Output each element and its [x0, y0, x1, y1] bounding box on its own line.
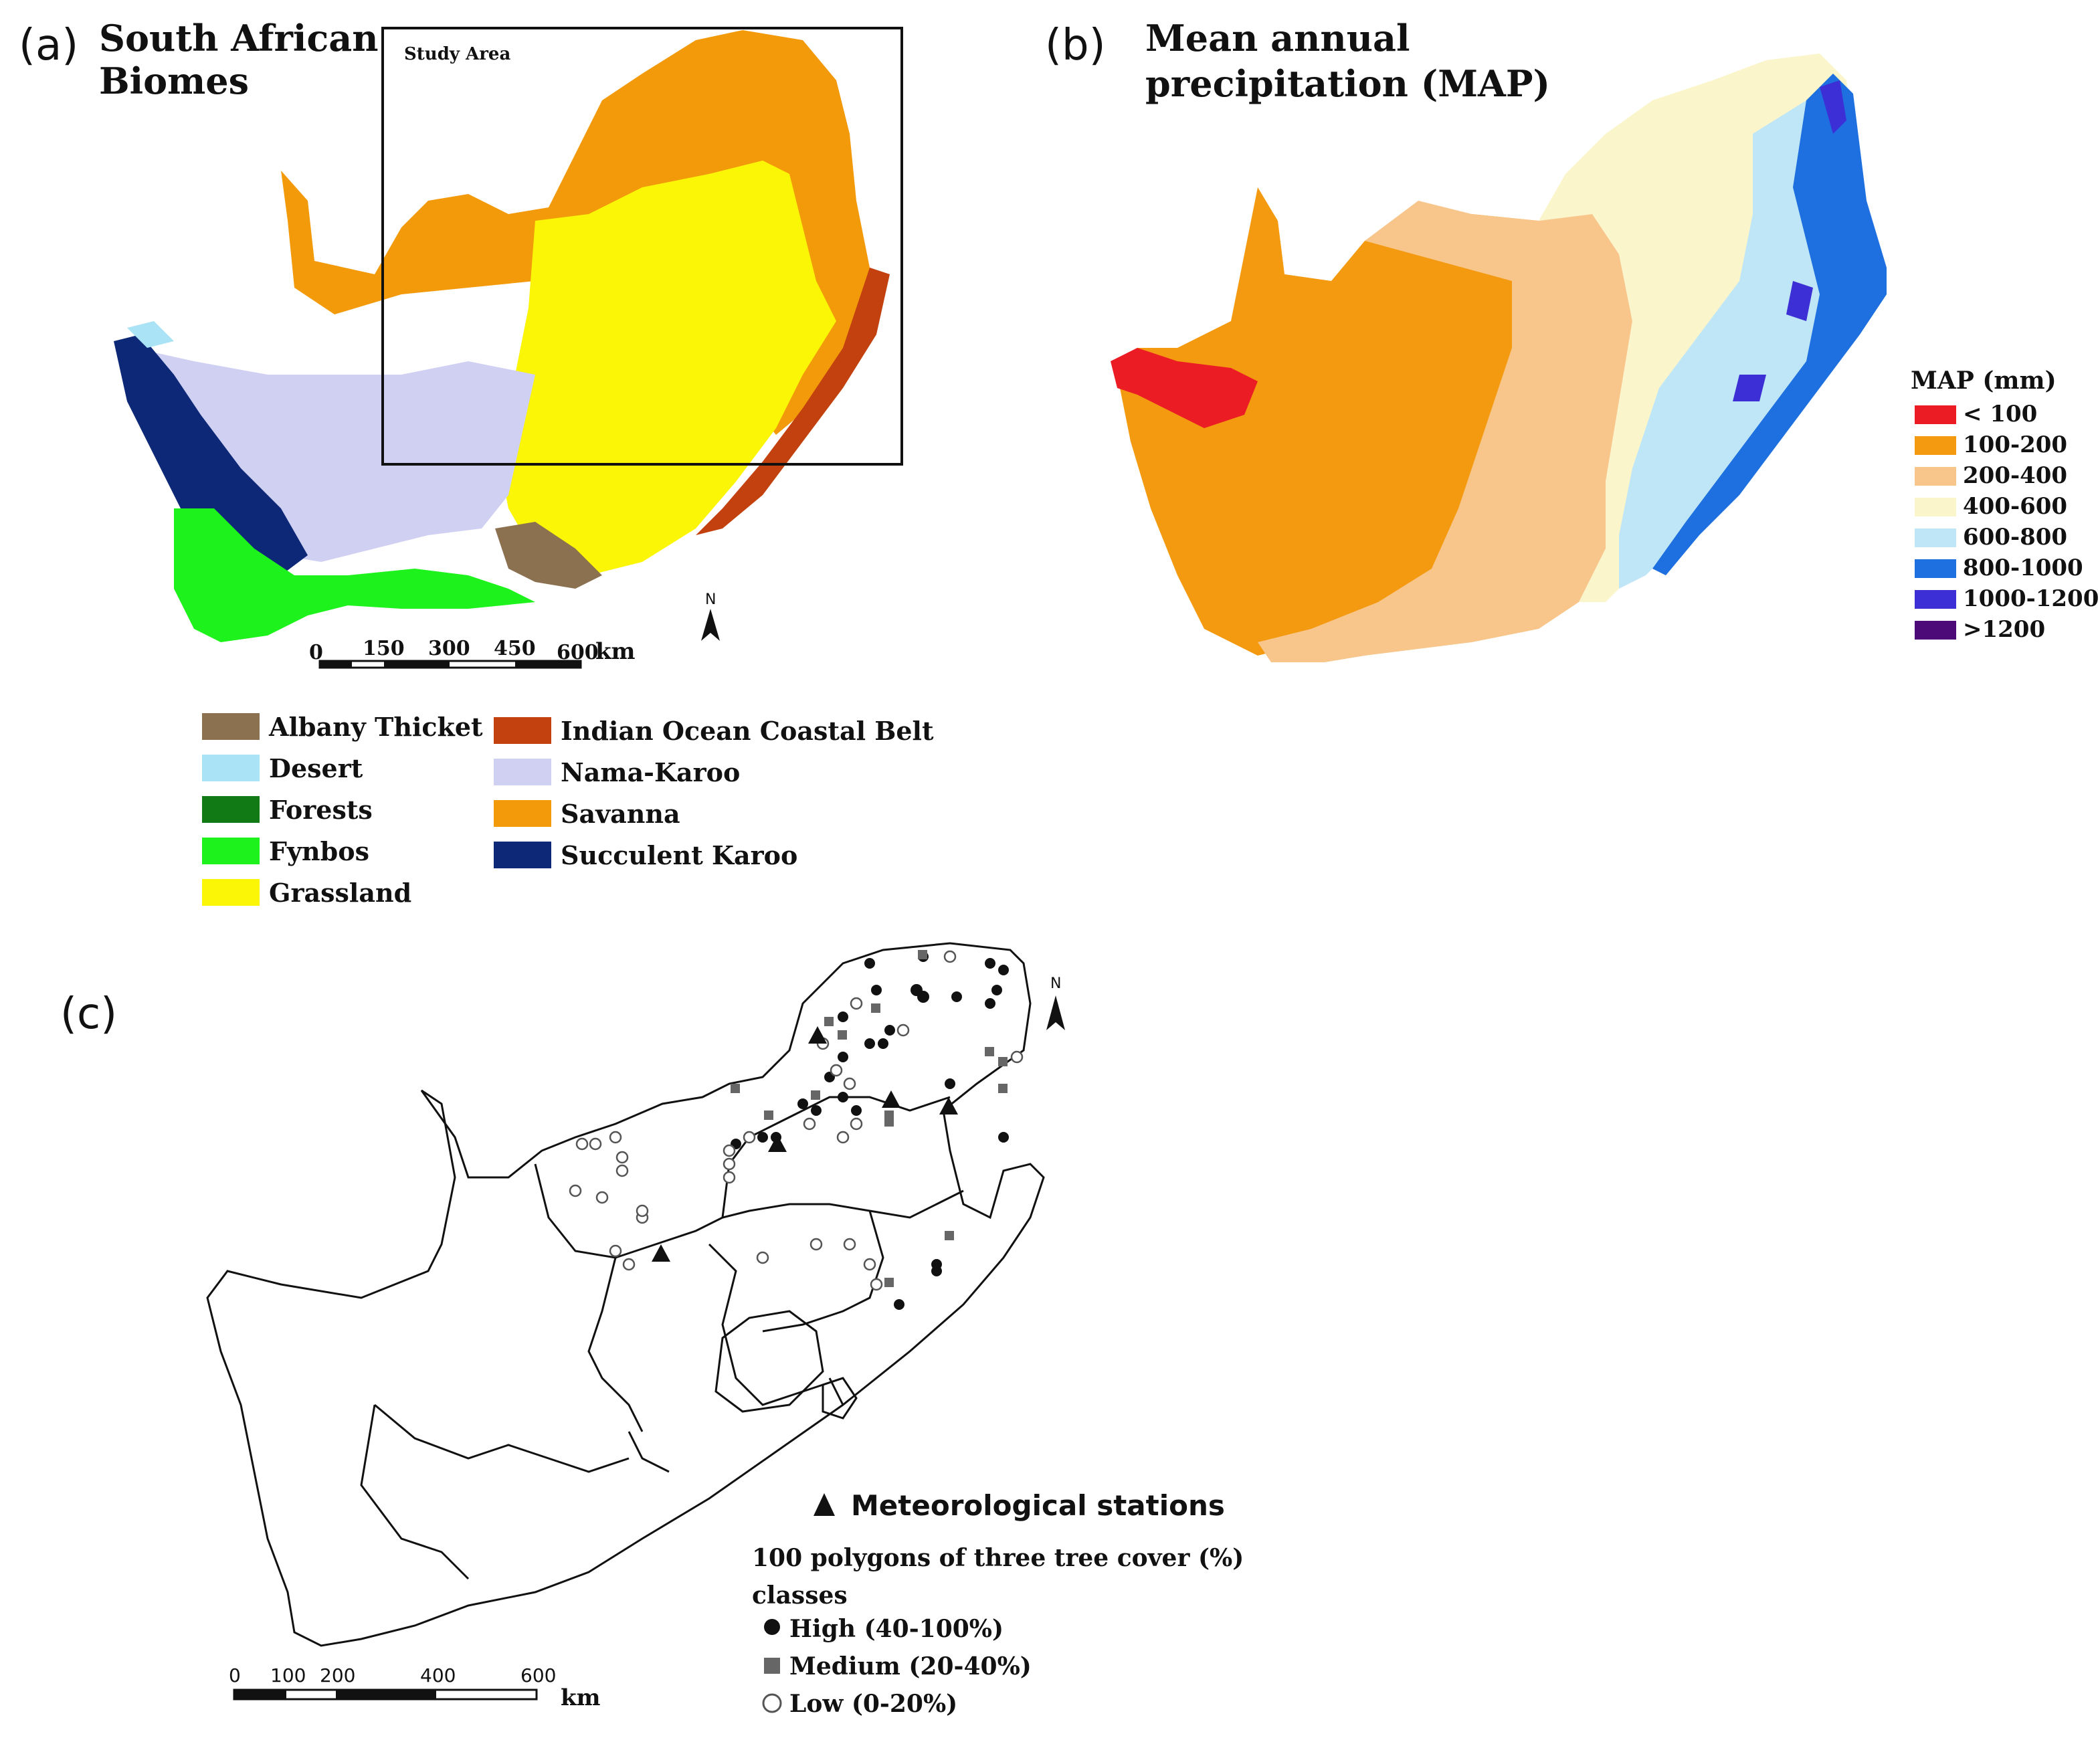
high-tree-cover-points — [731, 951, 1009, 1310]
map-legend-label-100-200: 100-200 — [1963, 431, 2068, 458]
map-legend-swatch-600-800 — [1915, 528, 1956, 547]
scale-a-tick-0: 0 — [309, 641, 323, 664]
map-legend-swatch-under-100 — [1915, 405, 1956, 424]
panel-b-title-line1: Mean annual — [1145, 17, 1410, 60]
legend-label-nama-karoo: Nama-Karoo — [561, 757, 741, 787]
legend-label-fynbos: Fynbos — [269, 836, 369, 866]
map-legend-label-1000-1200: 1000-1200 — [1963, 585, 2099, 612]
panel-b-letter: (b) — [1045, 21, 1106, 70]
low-tree-cover-points — [569, 950, 1024, 1291]
scale-c-tick-600: 600 — [520, 1664, 557, 1686]
legend-label-ioc-belt: Indian Ocean Coastal Belt — [561, 716, 934, 746]
panel-a-letter: (a) — [19, 21, 79, 70]
north-label-c: N — [1050, 975, 1062, 992]
map-legend-swatch-over-1200 — [1915, 621, 1956, 640]
north-arrow-c — [1046, 995, 1065, 1030]
legend-swatch-nama-karoo — [494, 759, 551, 785]
legend-low-label: Low (0-20%) — [789, 1690, 958, 1718]
biome-ioc-belt-region — [696, 268, 890, 535]
map-zone-800-1000 — [1652, 74, 1887, 575]
legend-high-symbol — [764, 1619, 780, 1635]
eswatini-outline — [822, 1377, 858, 1420]
legend-swatch-desert — [202, 755, 260, 781]
map-legend-swatch-100-200 — [1915, 436, 1956, 455]
legend-swatch-forests — [202, 796, 260, 823]
north-arrow-a — [701, 609, 720, 641]
map-zone-100-200 — [1117, 187, 1552, 656]
panel-b-title-line2: precipitation (MAP) — [1145, 62, 1551, 105]
map-legend-label-under-100: < 100 — [1963, 401, 2038, 427]
legend-swatch-savanna — [494, 800, 551, 827]
map-zone-200-400 — [1258, 201, 1632, 662]
legend-swatch-succulent-karoo — [494, 842, 551, 868]
legend-swatch-albany-thicket — [202, 713, 260, 740]
scale-c-tick-200: 200 — [320, 1664, 356, 1686]
legend-label-albany-thicket: Albany Thicket — [269, 712, 483, 742]
map-legend-swatch-1000-1200 — [1915, 590, 1956, 609]
legend-swatch-ioc-belt — [494, 717, 551, 744]
legend-low-symbol — [762, 1693, 782, 1713]
biome-fynbos-region — [174, 508, 535, 642]
map-legend-label-400-600: 400-600 — [1963, 493, 2068, 520]
lesotho-outline — [714, 1310, 824, 1413]
panel-a-title-line1: South African — [99, 17, 379, 60]
map-legend-swatch-800-1000 — [1915, 559, 1956, 578]
map-legend-title: MAP (mm) — [1911, 367, 2057, 395]
map-legend-label-over-1200: >1200 — [1963, 616, 2046, 643]
panel-c-letter: (c) — [60, 989, 118, 1039]
map-legend-swatch-200-400 — [1915, 467, 1956, 486]
province-outlines — [206, 942, 1045, 1647]
legend-polygons-title-line2: classes — [752, 1581, 848, 1610]
scale-c-tick-400: 400 — [420, 1664, 456, 1686]
legend-met-stations-label: Meteorological stations — [851, 1489, 1225, 1522]
panel-a-title-line2: Biomes — [99, 60, 250, 102]
biome-nama-karoo-region — [134, 348, 535, 562]
legend-label-savanna: Savanna — [561, 799, 680, 829]
map-legend-swatch-400-600 — [1915, 498, 1956, 516]
biome-regions — [114, 30, 890, 642]
scale-a-unit: km — [595, 638, 636, 665]
biome-albany-thicket-region — [495, 522, 602, 589]
map-zone-1000-1200 — [1733, 80, 1846, 401]
map-zone-under-100 — [1111, 348, 1258, 428]
legend-swatch-grassland — [202, 879, 260, 906]
scale-c-unit: km — [561, 1684, 601, 1711]
legend-medium-label: Medium (20-40%) — [789, 1652, 1032, 1680]
north-label-a: N — [705, 591, 717, 608]
scale-a-tick-300: 300 — [428, 637, 470, 660]
biome-succulent-karoo-region — [114, 334, 308, 589]
map-legend-label-600-800: 600-800 — [1963, 524, 2068, 551]
legend-label-forests: Forests — [269, 795, 373, 825]
scale-c-tick-0: 0 — [229, 1664, 241, 1686]
study-area-box — [381, 27, 903, 466]
legend-label-succulent-karoo: Succulent Karoo — [561, 840, 798, 870]
legend-label-grassland: Grassland — [269, 878, 412, 908]
legend-swatch-fynbos — [202, 838, 260, 864]
country-outline — [206, 942, 1045, 1647]
medium-tree-cover-points — [731, 950, 1008, 1287]
legend-polygons-title-line1: 100 polygons of three tree cover (%) — [752, 1544, 1244, 1572]
map-legend-label-200-400: 200-400 — [1963, 462, 2068, 489]
scale-a-tick-150: 150 — [363, 637, 405, 660]
legend-triangle-symbol — [814, 1493, 835, 1516]
legend-medium-symbol — [764, 1658, 780, 1674]
study-area-label: Study Area — [404, 44, 511, 64]
legend-high-label: High (40-100%) — [789, 1615, 1004, 1643]
scale-a-tick-600: 600 — [557, 641, 599, 664]
scale-c-tick-100: 100 — [270, 1664, 306, 1686]
map-legend-label-800-1000: 800-1000 — [1963, 555, 2083, 581]
legend-label-desert: Desert — [269, 753, 363, 783]
biome-desert-region — [127, 321, 174, 348]
scale-bar-c — [233, 1688, 538, 1701]
meteorological-station-points — [652, 1026, 958, 1262]
map-zones — [1111, 54, 1887, 662]
scale-a-tick-450: 450 — [494, 637, 536, 660]
biome-grassland-region — [495, 161, 836, 575]
scale-bar-a — [318, 660, 582, 669]
